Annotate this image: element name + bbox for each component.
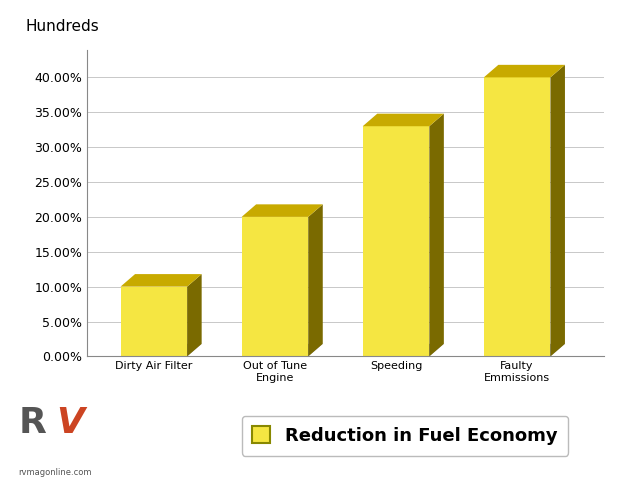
Polygon shape: [242, 204, 323, 217]
Text: Hundreds: Hundreds: [25, 19, 99, 34]
Polygon shape: [484, 65, 565, 77]
Legend: Reduction in Fuel Economy: Reduction in Fuel Economy: [242, 416, 568, 455]
Text: R: R: [19, 406, 47, 440]
Polygon shape: [242, 217, 308, 356]
Polygon shape: [187, 274, 202, 356]
Polygon shape: [120, 274, 202, 287]
Polygon shape: [484, 77, 551, 356]
Polygon shape: [484, 344, 565, 356]
Polygon shape: [363, 126, 429, 356]
Polygon shape: [551, 65, 565, 356]
Text: rvmagonline.com: rvmagonline.com: [19, 468, 92, 477]
Polygon shape: [363, 344, 444, 356]
Polygon shape: [363, 114, 444, 126]
Polygon shape: [120, 287, 187, 356]
Text: V: V: [56, 406, 84, 440]
Polygon shape: [308, 204, 323, 356]
Polygon shape: [242, 344, 323, 356]
Polygon shape: [429, 114, 444, 356]
Polygon shape: [120, 344, 202, 356]
